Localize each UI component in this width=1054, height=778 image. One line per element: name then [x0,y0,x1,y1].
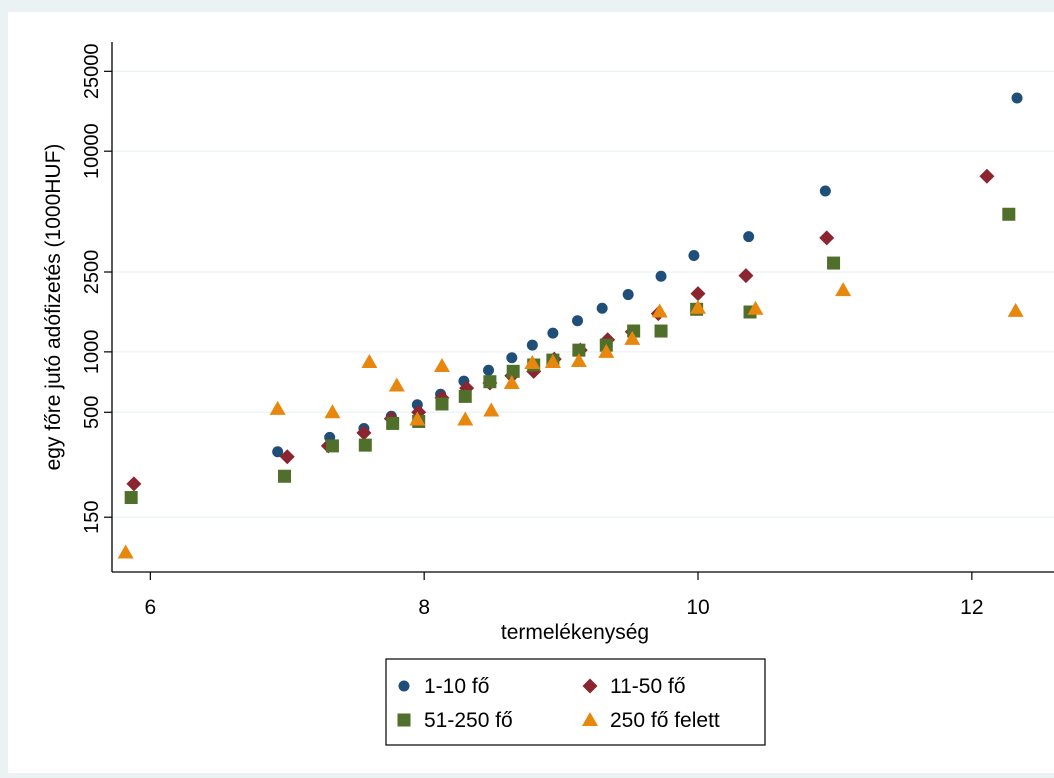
legend-circle-marker [398,680,410,692]
legend-label: 51-250 fő [424,709,513,732]
data-point-circle [622,289,634,301]
data-point-triangle [624,330,641,345]
data-point-square [458,389,472,403]
data-point-triangle [433,358,450,373]
data-point-triangle [361,354,378,369]
data-point-circle [506,352,518,364]
data-point-triangle [544,354,561,369]
legend-entry: 1-10 fő [398,675,489,698]
axes [111,42,1054,573]
data-point-diamond [979,168,995,184]
data-point-square [124,491,138,505]
data-point-triangle [570,353,587,368]
data-point-triangle [524,355,541,370]
data-point-diamond [279,449,295,465]
y-tick-label: 150 [81,501,103,534]
legend-triangle-marker [582,712,598,726]
data-point-square [654,324,668,338]
data-point-triangle [747,300,764,315]
data-point-triangle [457,411,474,426]
x-tick-label: 12 [960,596,983,619]
y-tick-label: 500 [81,396,103,429]
plot-panel-background [8,12,1054,773]
series-triangle-points [117,282,1024,559]
data-point-square [483,375,497,389]
data-point-square [1002,207,1016,221]
data-point-triangle [598,343,615,358]
y-tick-label: 25000 [81,44,103,100]
data-point-triangle [388,377,405,392]
data-point-circle [688,250,700,262]
data-point-triangle [835,282,852,297]
data-point-square [358,438,372,452]
legend-diamond-marker [582,678,598,694]
data-point-circle [655,270,667,282]
data-point-triangle [1007,302,1024,317]
y-tick-label: 1000 [81,330,103,375]
data-point-circle [272,446,284,458]
legend-label: 250 fő felett [610,709,720,732]
y-tick-label: 2500 [81,250,103,295]
data-point-triangle [690,299,707,314]
data-point-triangle [409,411,426,426]
legend-label: 1-10 fő [424,675,489,698]
legend-entry: 51-250 fő [397,709,513,732]
legend: 1-10 fő 11-50 fő 51-250 fő 250 fő felett [385,658,766,746]
data-point-square [278,469,292,483]
data-point-circle [1011,92,1023,104]
legend-entry: 250 fő felett [582,709,720,732]
data-point-circle [819,185,831,197]
data-point-square [572,343,586,357]
data-point-circle [596,302,608,314]
legend-label: 11-50 fő [610,675,686,698]
data-point-diamond [690,286,706,302]
data-point-square [827,256,841,270]
data-point-square [325,439,339,453]
data-point-square [506,364,520,378]
data-point-square [386,416,400,430]
x-tick-label: 8 [418,596,430,619]
x-tick-label: 10 [686,596,709,619]
legend-entry: 11-50 fő [582,675,686,698]
data-point-circle [547,327,559,339]
data-point-triangle [324,404,341,419]
data-point-triangle [483,402,500,417]
data-marks [117,92,1024,559]
data-point-circle [743,231,755,243]
data-point-square [435,397,449,411]
y-axis-title: egy főre jutó adófizetés (1000HUF) [42,144,65,471]
data-point-circle [483,364,495,376]
x-axis-title: termelékenység [501,621,649,644]
data-point-triangle [503,374,520,389]
legend-box [385,658,766,746]
data-point-circle [572,315,584,327]
y-tick-label: 10000 [81,123,103,179]
data-point-diamond [356,425,372,441]
data-point-triangle [269,400,286,415]
data-point-triangle [117,544,134,559]
data-point-diamond [738,268,754,284]
axis-ticks: 150 500 1000 2500 10000 25000 6 8 10 12 [81,44,984,619]
x-tick-label: 6 [144,596,156,619]
data-point-diamond [126,476,142,492]
data-point-circle [526,339,538,351]
data-point-triangle [651,303,668,318]
legend-square-marker [397,713,411,727]
data-point-diamond [819,230,835,246]
